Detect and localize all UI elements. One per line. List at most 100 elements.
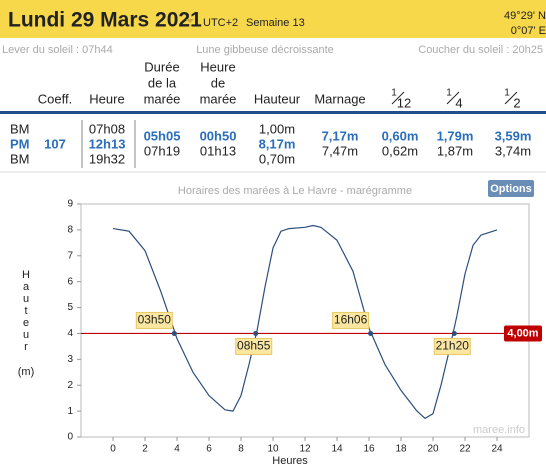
frac-bar bbox=[391, 91, 405, 105]
cell: 01h13 bbox=[200, 143, 236, 158]
frac-bar bbox=[504, 91, 518, 105]
y-axis-label-char: H bbox=[22, 269, 30, 281]
crossing-label: 03h50 bbox=[138, 313, 172, 327]
col-header: Heure bbox=[200, 59, 235, 74]
crossing-label: 08h55 bbox=[237, 339, 271, 353]
y-tick-label: 5 bbox=[67, 302, 73, 313]
crossing-point bbox=[171, 330, 177, 336]
lon: 0°07' E bbox=[511, 25, 546, 37]
y-tick-label: 4 bbox=[67, 328, 73, 339]
col-header: de la bbox=[148, 75, 177, 90]
cell: 12h13 bbox=[89, 136, 126, 151]
reference-label-box bbox=[504, 325, 542, 342]
crossing-point bbox=[368, 330, 374, 336]
crossing-label-box bbox=[135, 311, 173, 329]
x-tick-label: 24 bbox=[491, 444, 503, 455]
crossing-label-box bbox=[332, 311, 370, 329]
header-rule bbox=[0, 111, 546, 114]
col-header: Coeff. bbox=[38, 91, 72, 106]
y-unit: (m) bbox=[18, 366, 35, 378]
y-tick-label: 0 bbox=[67, 432, 73, 443]
col-header: Heure bbox=[89, 91, 124, 106]
col-header: Durée bbox=[144, 59, 179, 74]
col-header: marée bbox=[200, 91, 237, 106]
crossing-label-box bbox=[235, 337, 273, 355]
chart-title: Horaires des marées à Le Havre - marégra… bbox=[178, 185, 412, 197]
dropdown-arrow[interactable] bbox=[186, 19, 194, 23]
cell: 1,79m bbox=[437, 128, 474, 143]
x-tick-label: 16 bbox=[363, 444, 375, 455]
x-tick-label: 22 bbox=[459, 444, 471, 455]
y-axis-label-char: t bbox=[24, 305, 27, 317]
cell: 1,87m bbox=[437, 143, 473, 158]
y-axis-label-char: e bbox=[23, 317, 29, 329]
col-header: Hauteur bbox=[254, 91, 301, 106]
cell: 07h19 bbox=[144, 143, 180, 158]
options-label[interactable]: Options bbox=[490, 183, 532, 195]
x-tick-label: 2 bbox=[142, 444, 148, 455]
y-tick-label: 7 bbox=[67, 250, 73, 261]
y-tick-label: 3 bbox=[67, 354, 73, 365]
frac-den: 2 bbox=[513, 95, 520, 110]
frac-num: 1 bbox=[391, 88, 397, 99]
week: Semaine 13 bbox=[246, 17, 305, 29]
crossing-label-box bbox=[433, 337, 471, 355]
x-tick-label: 8 bbox=[238, 444, 244, 455]
cell: 0,70m bbox=[259, 151, 295, 166]
tide-curve bbox=[112, 224, 498, 419]
x-tick-label: 14 bbox=[331, 444, 343, 455]
x-tick-label: 20 bbox=[427, 444, 439, 455]
crossing-point bbox=[253, 330, 259, 336]
date-title: Lundi 29 Mars 2021 bbox=[8, 9, 202, 32]
cell: 05h05 bbox=[144, 128, 181, 143]
y-axis-label-char: u bbox=[23, 329, 29, 341]
options-button[interactable] bbox=[488, 180, 534, 197]
watermark: maree.info bbox=[473, 424, 525, 436]
cell: 1,00m bbox=[259, 121, 295, 136]
crossing-label: 21h20 bbox=[436, 339, 470, 353]
y-tick-label: 6 bbox=[67, 276, 73, 287]
sunrise: Lever du soleil : 07h44 bbox=[2, 44, 113, 56]
cell: 07h08 bbox=[89, 121, 125, 136]
y-tick-label: 8 bbox=[67, 225, 73, 236]
frac-bar bbox=[446, 91, 460, 105]
coeff: 107 bbox=[44, 136, 66, 151]
x-axis-label: Heures bbox=[272, 455, 308, 466]
x-tick-label: 12 bbox=[299, 444, 311, 455]
x-tick-label: 0 bbox=[110, 444, 116, 455]
reference-label: 4,00m bbox=[507, 327, 538, 339]
sunset: Coucher du soleil : 20h25 bbox=[418, 44, 543, 56]
header-bar bbox=[0, 0, 546, 38]
y-axis-label-char: u bbox=[23, 293, 29, 305]
y-tick-label: 2 bbox=[67, 380, 73, 391]
frac-num: 1 bbox=[446, 88, 452, 99]
tide-type: BM bbox=[10, 121, 30, 136]
frac-den: 12 bbox=[397, 95, 411, 110]
y-axis-label-char: a bbox=[23, 281, 30, 293]
cell: 00h50 bbox=[200, 128, 237, 143]
tide-type: BM bbox=[10, 151, 30, 166]
x-tick-label: 4 bbox=[174, 444, 180, 455]
frac-den: 4 bbox=[455, 95, 462, 110]
lat: 49°29' N bbox=[504, 10, 546, 22]
cell: 8,17m bbox=[259, 136, 296, 151]
x-tick-label: 10 bbox=[267, 444, 279, 455]
y-tick-label: 1 bbox=[67, 406, 73, 417]
cell: 7,47m bbox=[322, 143, 358, 158]
timezone: UTC+2 bbox=[203, 17, 238, 29]
moon: Lune gibbeuse décroissante bbox=[196, 44, 334, 56]
cell: 3,74m bbox=[495, 143, 531, 158]
frac-num: 1 bbox=[504, 88, 510, 99]
col-header: Marnage bbox=[314, 91, 365, 106]
x-tick-label: 18 bbox=[395, 444, 407, 455]
tide-type: PM bbox=[10, 136, 30, 151]
y-tick-label: 9 bbox=[67, 199, 73, 210]
cell: 0,62m bbox=[382, 143, 418, 158]
cell: 19h32 bbox=[89, 151, 125, 166]
cell: 3,59m bbox=[495, 128, 532, 143]
cell: 0,60m bbox=[382, 128, 419, 143]
col-header: marée bbox=[144, 91, 181, 106]
col-header: de bbox=[211, 75, 225, 90]
crossing-point bbox=[451, 330, 457, 336]
